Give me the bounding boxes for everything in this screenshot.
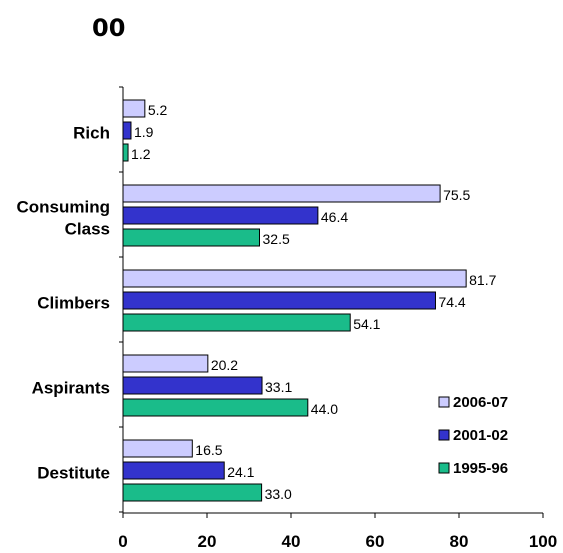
bar bbox=[122, 206, 319, 225]
y-tick-label: Consuming bbox=[17, 198, 111, 217]
bar bbox=[122, 184, 441, 203]
bar bbox=[122, 354, 209, 373]
y-tick-label: Climbers bbox=[37, 294, 110, 313]
x-tick-label: 20 bbox=[198, 532, 217, 551]
data-label: 54.1 bbox=[353, 316, 380, 332]
y-tick-label: Destitute bbox=[37, 464, 110, 483]
data-label: 33.1 bbox=[265, 379, 292, 395]
bar bbox=[122, 313, 351, 332]
data-label: 32.5 bbox=[263, 231, 290, 247]
x-tick-label: 100 bbox=[529, 532, 557, 551]
data-label: 20.2 bbox=[211, 357, 238, 373]
bar bbox=[122, 121, 132, 140]
data-label: 1.9 bbox=[134, 124, 154, 140]
data-label: 1.2 bbox=[131, 146, 151, 162]
x-tick-label: 60 bbox=[366, 532, 385, 551]
y-tick-label: Rich bbox=[73, 124, 110, 143]
legend-label: 1995-96 bbox=[453, 460, 508, 477]
chart-title: 00 bbox=[92, 14, 126, 42]
bar bbox=[122, 269, 467, 288]
x-tick-label: 80 bbox=[450, 532, 469, 551]
bar bbox=[122, 143, 129, 162]
y-tick-label: Class bbox=[65, 220, 110, 239]
legend-label: 2006-07 bbox=[453, 394, 508, 411]
data-label: 33.0 bbox=[265, 486, 292, 502]
data-label: 46.4 bbox=[321, 209, 348, 225]
bar bbox=[122, 398, 309, 417]
data-label: 24.1 bbox=[227, 464, 254, 480]
data-label: 44.0 bbox=[311, 401, 338, 417]
bar bbox=[122, 99, 146, 118]
bar bbox=[122, 228, 260, 247]
y-tick-label: Aspirants bbox=[32, 379, 110, 398]
data-label: 75.5 bbox=[443, 187, 470, 203]
legend-swatch bbox=[438, 429, 450, 441]
data-label: 5.2 bbox=[148, 102, 168, 118]
data-label: 81.7 bbox=[469, 272, 496, 288]
x-tick-label: 40 bbox=[282, 532, 301, 551]
bar bbox=[122, 483, 263, 502]
bar bbox=[122, 376, 263, 395]
legend-swatch bbox=[438, 396, 450, 408]
bar bbox=[122, 461, 225, 480]
bar bbox=[122, 291, 436, 310]
legend-swatch bbox=[438, 462, 450, 474]
bar bbox=[122, 439, 193, 458]
x-tick-label: 0 bbox=[118, 532, 127, 551]
data-label: 74.4 bbox=[438, 294, 465, 310]
data-label: 16.5 bbox=[195, 442, 222, 458]
legend-label: 2001-02 bbox=[453, 427, 508, 444]
